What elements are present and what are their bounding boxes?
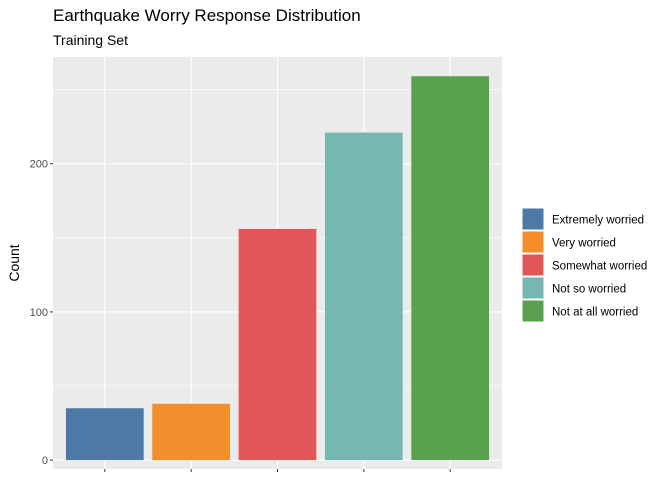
bar-not-at-all-worried	[411, 76, 490, 461]
legend-key	[521, 253, 545, 277]
y-tick-label: 200	[30, 159, 48, 171]
chart-subtitle: Training Set	[53, 32, 128, 48]
legend-key	[521, 299, 545, 323]
y-axis: 0 100 200	[30, 159, 451, 472]
bar-not-so-worried	[324, 132, 403, 461]
bar-somewhat-worried	[238, 228, 317, 461]
legend-key	[521, 207, 545, 231]
legend-label: Not at all worried	[552, 307, 638, 319]
bar-extremely-worried	[65, 408, 144, 461]
legend-key	[521, 276, 545, 300]
legend-label: Somewhat worried	[552, 261, 647, 273]
bars	[65, 76, 490, 461]
bar-very-worried	[152, 403, 231, 461]
legend-label: Extremely worried	[552, 215, 644, 227]
legend-key	[521, 230, 545, 254]
legend-label: Very worried	[552, 238, 616, 250]
chart-title: Earthquake Worry Response Distribution	[53, 6, 361, 25]
y-axis-title: Count	[6, 244, 22, 281]
y-tick-label: 100	[30, 307, 48, 319]
y-tick-label: 0	[42, 455, 48, 467]
legend-label: Not so worried	[552, 284, 626, 296]
legend: Extremely worried Very worried Somewhat wo…	[521, 207, 647, 323]
